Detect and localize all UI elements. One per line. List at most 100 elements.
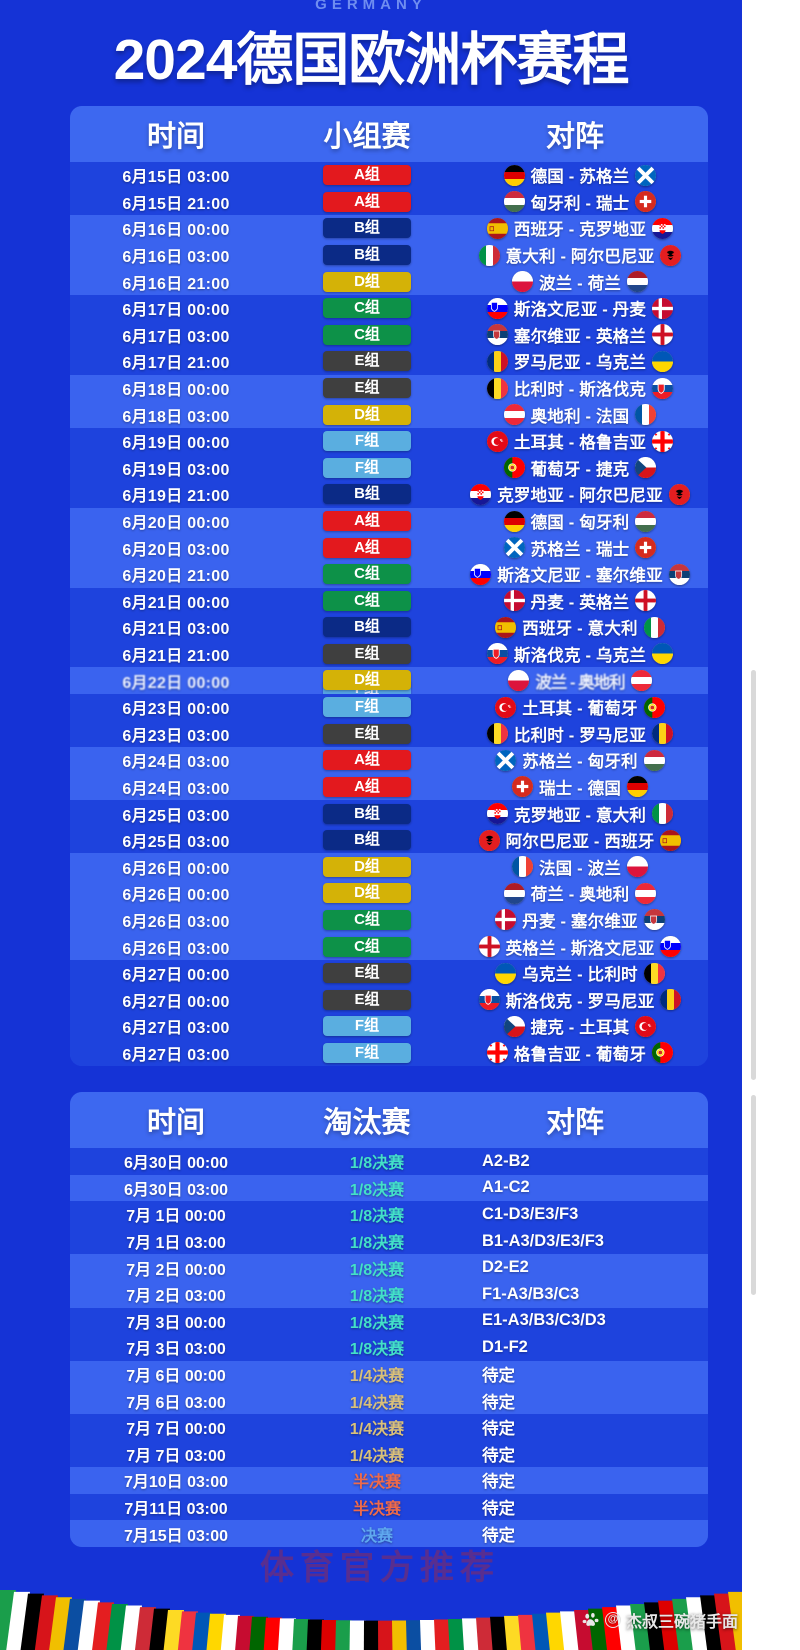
flag-it-icon xyxy=(652,803,674,825)
group-match-row: 6月15日 03:00 A组 德国 - 苏格兰 xyxy=(70,162,708,189)
knockout-stage-label: 1/4决赛 xyxy=(349,1368,405,1386)
match-group-cell: C组 xyxy=(282,564,452,585)
match-group-cell: F组 xyxy=(282,1016,452,1037)
match-fixture-cell: 丹麦 - 英格兰 xyxy=(452,589,708,613)
group-match-row: 6月17日 00:00 C组 斯洛文尼亚 - 丹麦 xyxy=(70,294,708,322)
flag-hr-icon xyxy=(470,483,492,505)
flag-nl-icon xyxy=(627,271,649,293)
group-stage-table: 时间 小组赛 对阵 6月15日 03:00 A组 德国 - 苏格兰 6月15日 21:… xyxy=(70,106,708,1067)
knockout-stage-label: 1/8决赛 xyxy=(349,1341,405,1359)
match-teams: 德国 - 苏格兰 xyxy=(530,168,630,187)
flag-ro-icon xyxy=(652,723,674,745)
group-match-row: 6月25日 03:00 B组 阿尔巴尼亚 - 西班牙 xyxy=(70,826,708,854)
match-teams: 葡萄牙 - 捷克 xyxy=(530,460,630,479)
flag-bunting-footer xyxy=(0,1558,742,1650)
knockout-stage-label: 决赛 xyxy=(360,1527,393,1545)
group-match-row: 6月16日 03:00 B组 意大利 - 阿尔巴尼亚 xyxy=(70,241,708,269)
match-group-cell: E组 xyxy=(282,378,452,399)
knockout-match-row: 7月 1日 03:00 1/8决赛 B1-A3/D3/E3/F3 xyxy=(70,1227,708,1255)
supertitle: GERMANY xyxy=(315,0,427,13)
group-chip: B组 xyxy=(323,245,411,266)
match-fixture-cell: 苏格兰 - 匈牙利 xyxy=(452,748,708,772)
match-teams: 斯洛文尼亚 - 丹麦 xyxy=(513,301,647,320)
match-teams: 奥地利 - 法国 xyxy=(530,407,630,426)
match-fixture-cell: 意大利 - 阿尔巴尼亚 xyxy=(452,243,708,267)
flag-tr-icon xyxy=(486,430,508,452)
knockout-match-row: 7月 3日 00:00 1/8决赛 E1-A3/B3/C3/D3 xyxy=(70,1307,708,1335)
match-time: 7月 7日 03:00 xyxy=(126,1447,226,1465)
knockout-match-row: 7月 2日 03:00 1/8决赛 F1-A3/B3/C3 xyxy=(70,1280,708,1308)
scrollbar-track-lower[interactable] xyxy=(751,1095,756,1295)
match-fixture-cell: 阿尔巴尼亚 - 西班牙 xyxy=(452,828,708,852)
match-teams: 苏格兰 - 匈牙利 xyxy=(522,753,638,772)
match-time: 6月25日 03:00 xyxy=(122,807,230,825)
flag-nl-icon xyxy=(503,882,525,904)
match-time: 7月11日 03:00 xyxy=(124,1501,228,1519)
group-match-row: 6月16日 21:00 D组 波兰 - 荷兰 xyxy=(70,268,708,295)
flag-rs-icon xyxy=(643,909,665,931)
flag-it-icon xyxy=(643,616,665,638)
flag-ch-icon xyxy=(635,191,657,213)
group-chip: F组 xyxy=(323,431,411,452)
match-group-cell: B组 xyxy=(282,803,452,824)
match-time: 6月20日 03:00 xyxy=(122,541,230,559)
knockout-stage-label: 1/8决赛 xyxy=(349,1235,405,1253)
match-teams: 波兰 - 奥地利 xyxy=(535,673,625,692)
match-time: 6月30日 00:00 xyxy=(123,1155,229,1173)
match-fixture-cell: 斯洛文尼亚 - 塞尔维亚 xyxy=(452,562,708,586)
knockout-fixture: 待定 xyxy=(482,1420,515,1439)
flag-sct-icon xyxy=(635,164,657,186)
group-chip: B组 xyxy=(323,803,411,824)
group-chip: B组 xyxy=(323,830,411,851)
match-teams: 比利时 - 斯洛伐克 xyxy=(513,381,647,400)
knockout-stage-label: 半决赛 xyxy=(352,1474,401,1492)
match-time: 6月17日 00:00 xyxy=(122,302,230,320)
knockout-match-row: 7月 6日 03:00 1/4决赛 待定 xyxy=(70,1387,708,1414)
match-teams: 斯洛文尼亚 - 塞尔维亚 xyxy=(497,567,663,586)
group-chip: C组 xyxy=(323,936,411,957)
knockout-fixture: C1-D3/E3/F3 xyxy=(482,1204,579,1223)
match-time: 7月 1日 00:00 xyxy=(126,1208,226,1226)
match-fixture-cell: 斯洛伐克 - 罗马尼亚 xyxy=(452,988,708,1012)
match-time: 6月15日 21:00 xyxy=(122,195,230,213)
knockout-stage-label: 1/4决赛 xyxy=(349,1394,405,1412)
flag-dk-icon xyxy=(503,590,525,612)
knockout-match-row: 7月 2日 00:00 1/8决赛 D2-E2 xyxy=(70,1254,708,1281)
match-teams: 克罗地亚 - 阿尔巴尼亚 xyxy=(497,487,663,506)
flag-ua-icon xyxy=(652,350,674,372)
knockout-stage-label: 1/8决赛 xyxy=(349,1208,405,1226)
flag-it-icon xyxy=(478,244,500,266)
flag-be-icon xyxy=(643,962,665,984)
match-group-cell: C组 xyxy=(282,590,452,611)
group-match-row: 6月23日 03:00 E组 比利时 - 罗马尼亚 xyxy=(70,720,708,748)
match-fixture-cell: 苏格兰 - 瑞士 xyxy=(452,536,708,560)
flag-al-icon xyxy=(478,829,500,851)
group-match-row: 6月25日 03:00 B组 克罗地亚 - 意大利 xyxy=(70,800,708,827)
flag-sct-icon xyxy=(503,537,525,559)
match-time: 7月 1日 03:00 xyxy=(126,1235,226,1253)
group-chip: E组 xyxy=(323,351,411,372)
match-teams: 丹麦 - 英格兰 xyxy=(530,593,630,612)
knockout-match-row: 7月15日 03:00 决赛 待定 xyxy=(70,1520,708,1547)
column-header-time: 时间 xyxy=(146,121,205,153)
match-group-cell: C组 xyxy=(282,936,452,957)
knockout-stage-label: 1/8决赛 xyxy=(349,1288,405,1306)
group-chip: F组 xyxy=(323,1016,411,1037)
group-chip-glitch: F组D组 xyxy=(323,670,411,700)
match-group-cell: A组 xyxy=(282,776,452,797)
flag-si-icon xyxy=(470,563,492,585)
knockout-stage-label: 1/8决赛 xyxy=(349,1155,405,1173)
group-chip: A组 xyxy=(323,191,411,212)
group-match-row: 6月26日 00:00 D组 荷兰 - 奥地利 xyxy=(70,880,708,907)
flag-fr-icon xyxy=(635,404,657,426)
match-group-cell: F组 xyxy=(282,431,452,452)
scrollbar-track[interactable] xyxy=(751,670,756,1080)
flag-hu-icon xyxy=(635,510,657,532)
knockout-fixture: 待定 xyxy=(482,1367,515,1386)
knockout-stage-label: 1/4决赛 xyxy=(349,1447,405,1465)
group-chip: F组 xyxy=(323,697,411,718)
flag-hu-icon xyxy=(503,191,525,213)
knockout-fixture: 待定 xyxy=(482,1473,515,1492)
match-fixture-cell: 英格兰 - 斯洛文尼亚 xyxy=(452,935,708,959)
knockout-match-row: 6月30日 03:00 1/8决赛 A1-C2 xyxy=(70,1174,708,1202)
